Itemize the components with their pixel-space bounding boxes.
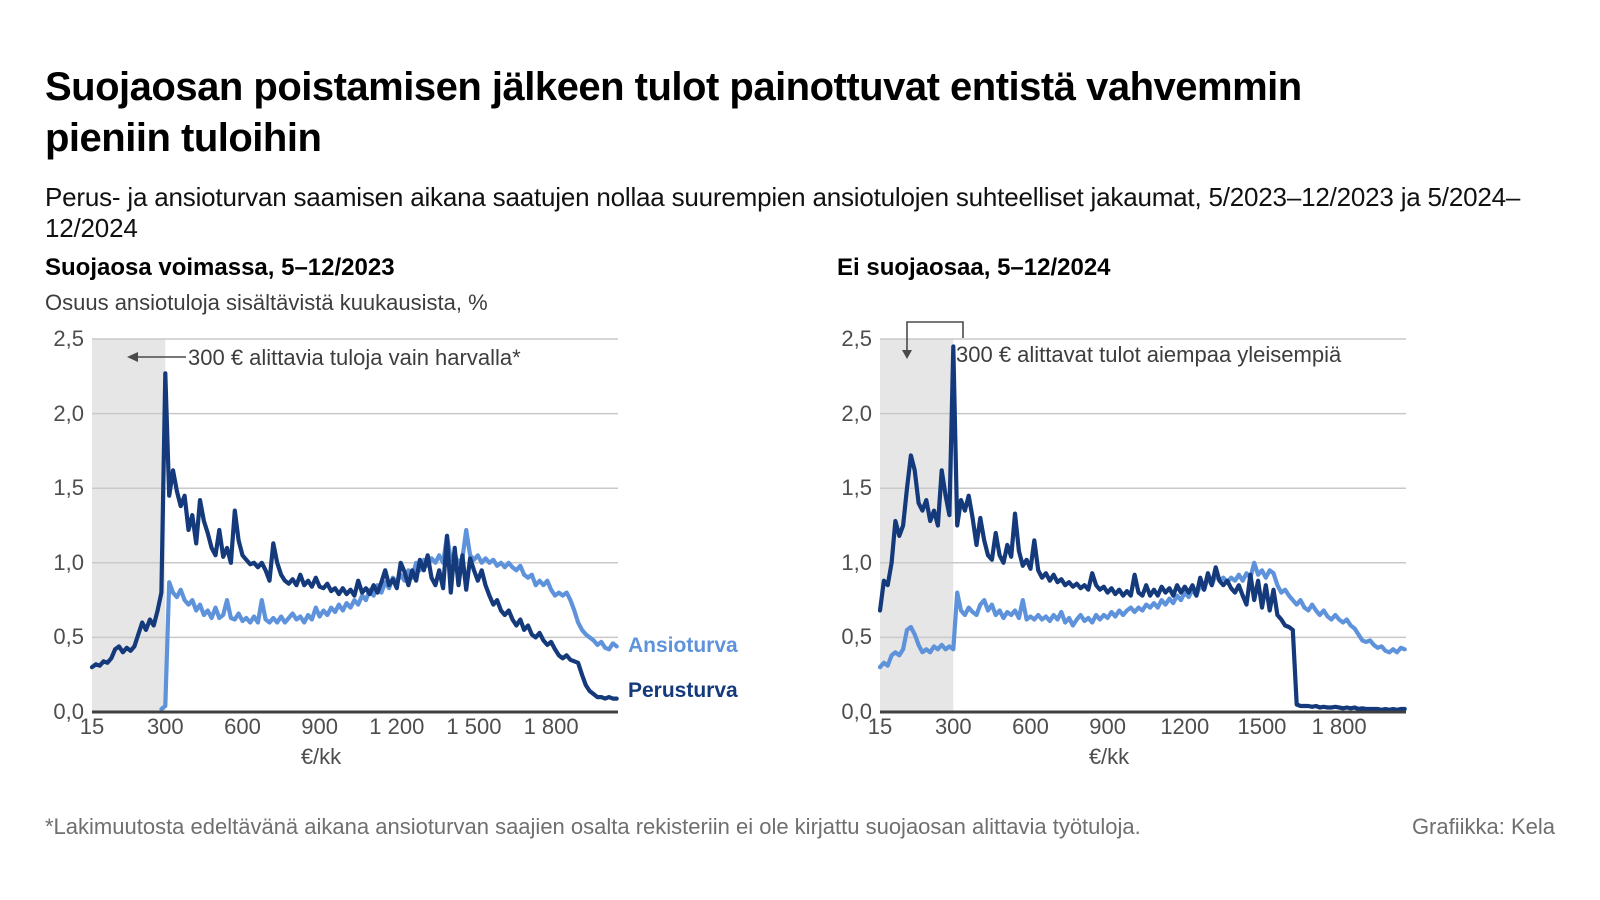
x-tick-label: 1200 bbox=[1160, 714, 1210, 739]
page-title-line-2: pieniin tuloihin bbox=[45, 116, 322, 160]
series-line-perusturva bbox=[878, 344, 1407, 712]
x-tick-label: 1500 bbox=[1237, 714, 1287, 739]
right-chart-plot bbox=[878, 321, 1407, 714]
shaded-region-under-300 bbox=[92, 339, 166, 712]
shaded-region-under-300 bbox=[880, 339, 954, 712]
x-tick-label: 900 bbox=[301, 714, 338, 739]
left-chart-title: Suojaosa voimassa, 5–12/2023 bbox=[45, 254, 395, 281]
y-tick-label: 0,0 bbox=[53, 699, 84, 724]
x-tick-label: 300 bbox=[146, 714, 184, 739]
left-chart-annotation: 300 € alittavia tuloja vain harvalla* bbox=[188, 345, 521, 370]
legend-label-ansioturva: Ansioturva bbox=[628, 634, 738, 657]
y-tick-label: 1,0 bbox=[841, 549, 872, 575]
y-tick-label: 2,0 bbox=[53, 400, 84, 426]
y-tick-label: 1,0 bbox=[53, 549, 84, 575]
y-tick-label: 1,5 bbox=[53, 475, 84, 501]
left-chart-plot bbox=[90, 338, 619, 714]
credit: Grafiikka: Kela bbox=[1411, 814, 1555, 839]
x-tick-label: 300 bbox=[934, 714, 972, 739]
annotation-left-arrowhead-icon bbox=[127, 352, 138, 362]
left-chart-x-unit-label: €/kk bbox=[300, 744, 342, 769]
x-tick-label: 1 200 bbox=[369, 714, 425, 739]
y-tick-label: 2,0 bbox=[841, 400, 872, 426]
x-tick-label: 1 500 bbox=[446, 714, 502, 739]
y-tick-label: 2,5 bbox=[53, 326, 84, 351]
footnote: *Lakimuutosta edeltävänä aikana ansiotur… bbox=[45, 814, 1141, 839]
series-line-perusturva bbox=[90, 371, 619, 701]
series-line-ansioturva bbox=[878, 560, 1407, 670]
x-tick-label: 900 bbox=[1089, 714, 1126, 739]
y-tick-label: 2,5 bbox=[841, 326, 872, 351]
series-line-ansioturva bbox=[159, 527, 619, 712]
x-tick-label: 15 bbox=[867, 714, 893, 739]
y-tick-label: 0,5 bbox=[841, 624, 872, 650]
left-chart-y-axis-description: Osuus ansiotuloja sisältävistä kuukausis… bbox=[45, 290, 488, 315]
x-tick-label: 600 bbox=[224, 714, 261, 739]
x-tick-label: 1 800 bbox=[523, 714, 579, 739]
y-tick-label: 1,5 bbox=[841, 475, 872, 501]
annotation-bracket bbox=[906, 321, 964, 350]
y-tick-label: 0,0 bbox=[841, 699, 872, 724]
page-title-line-1: Suojaosan poistamisen jälkeen tulot pain… bbox=[45, 65, 1302, 109]
x-tick-label: 15 bbox=[79, 714, 105, 739]
y-tick-label: 0,5 bbox=[53, 624, 84, 650]
x-tick-label: 600 bbox=[1012, 714, 1049, 739]
legend-label-perusturva: Perusturva bbox=[628, 679, 738, 702]
x-tick-label: 1 800 bbox=[1311, 714, 1367, 739]
annotation-down-arrowhead-icon bbox=[902, 350, 912, 359]
right-chart-x-unit-label: €/kk bbox=[1088, 744, 1130, 769]
page-subtitle: Perus- ja ansioturvan saamisen aikana sa… bbox=[45, 182, 1521, 243]
right-chart-annotation: 300 € alittavat tulot aiempaa yleisempiä bbox=[956, 342, 1342, 367]
right-chart-title: Ei suojaosaa, 5–12/2024 bbox=[837, 254, 1111, 281]
page-title: Suojaosan poistamisen jälkeen tulot pain… bbox=[45, 62, 1302, 164]
